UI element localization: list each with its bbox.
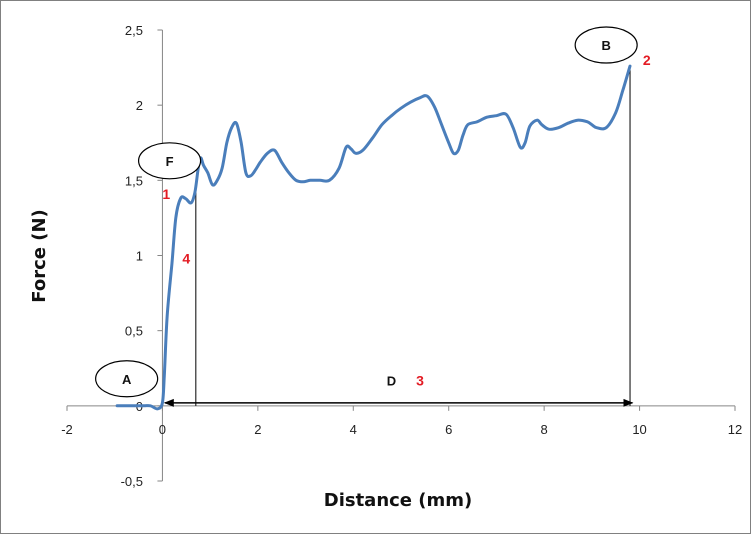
ellipse-shape xyxy=(137,142,202,180)
annotation-number-1: 1 xyxy=(162,186,170,202)
annotation-number-2: 2 xyxy=(643,52,651,68)
y-tick-label: 1 xyxy=(136,249,143,264)
annotation-number-3: 3 xyxy=(416,372,424,388)
annotations-layer: A F B D 1 2 3 4 xyxy=(95,26,651,398)
ellipse-shape xyxy=(574,26,638,64)
force-series-line xyxy=(115,64,632,411)
x-tick-label: 12 xyxy=(728,422,742,437)
x-axis-title: Distance (mm) xyxy=(324,490,473,511)
annotation-ellipse-a: A xyxy=(95,360,159,398)
y-axis-title: Force (N) xyxy=(29,209,50,302)
y-tick-label: 1,5 xyxy=(125,173,143,188)
ellipse-label: A xyxy=(122,372,132,387)
annotation-ellipse-b: B xyxy=(574,26,638,64)
annotation-ellipse-f: F xyxy=(137,142,202,180)
annotation-number-4: 4 xyxy=(182,251,190,267)
annotation-text-d: D xyxy=(387,373,396,388)
vertical-reference-lines xyxy=(195,66,631,406)
x-tick-label: -2 xyxy=(61,422,73,437)
x-tick-label: 8 xyxy=(541,422,548,437)
x-tick-label: 0 xyxy=(159,422,166,437)
x-tick-label: 10 xyxy=(632,422,646,437)
y-tick-label: 0,5 xyxy=(125,324,143,339)
x-tick-label: 4 xyxy=(350,422,357,437)
ellipse-shape xyxy=(95,360,159,398)
ellipse-label: F xyxy=(166,154,174,169)
ellipse-label: B xyxy=(601,38,610,53)
y-tick-label: -0,5 xyxy=(121,474,143,489)
x-tick-label: 2 xyxy=(254,422,261,437)
x-tick-label: 6 xyxy=(445,422,452,437)
y-tick-label: 2,5 xyxy=(125,23,143,38)
y-tick-label: 2 xyxy=(136,98,143,113)
series-layer xyxy=(115,64,632,411)
